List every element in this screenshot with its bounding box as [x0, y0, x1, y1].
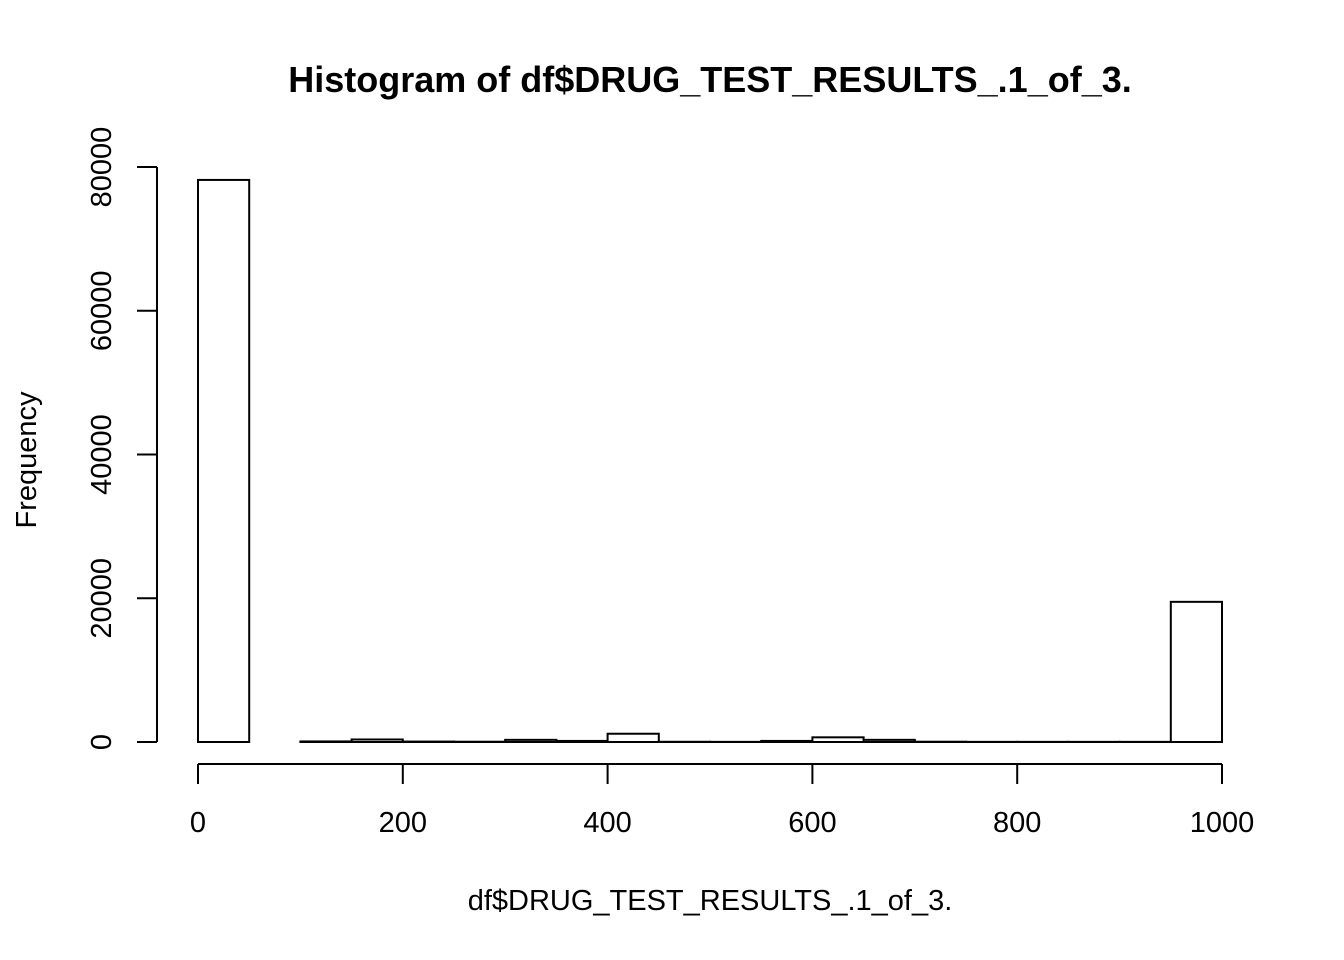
- y-axis: 0 20000 40000 60000 80000: [86, 127, 158, 750]
- histogram-bar: [811, 736, 865, 743]
- x-axis-label: df$DRUG_TEST_RESULTS_.1_of_3.: [468, 885, 953, 917]
- y-tick-label: 0: [86, 734, 118, 750]
- x-axis: 0 200 400 600 800 1000: [190, 763, 1255, 839]
- histogram-bar: [1169, 600, 1224, 743]
- histogram-bar: [299, 740, 353, 743]
- y-tick-label: 20000: [86, 558, 118, 639]
- x-tick-label: 800: [993, 807, 1041, 839]
- histogram-bar: [555, 739, 609, 743]
- x-tick-label: 0: [190, 807, 206, 839]
- x-tick-label: 600: [788, 807, 836, 839]
- histogram-bar: [504, 738, 558, 743]
- y-tick-label: 60000: [86, 270, 118, 351]
- y-axis-label: Frequency: [11, 391, 43, 529]
- chart-title: Histogram of df$DRUG_TEST_RESULTS_.1_of_…: [288, 59, 1132, 100]
- histogram-bar: [197, 178, 251, 743]
- bars-group: [197, 178, 1224, 744]
- histogram-bar: [760, 739, 814, 743]
- histogram-bar: [350, 738, 404, 743]
- y-tick-label: 80000: [86, 127, 118, 208]
- x-tick-label: 200: [379, 807, 427, 839]
- x-tick-label: 400: [583, 807, 631, 839]
- x-tick-label: 1000: [1190, 807, 1255, 839]
- histogram-bar: [606, 732, 660, 743]
- y-tick-label: 40000: [86, 414, 118, 495]
- histogram-bar: [862, 738, 916, 743]
